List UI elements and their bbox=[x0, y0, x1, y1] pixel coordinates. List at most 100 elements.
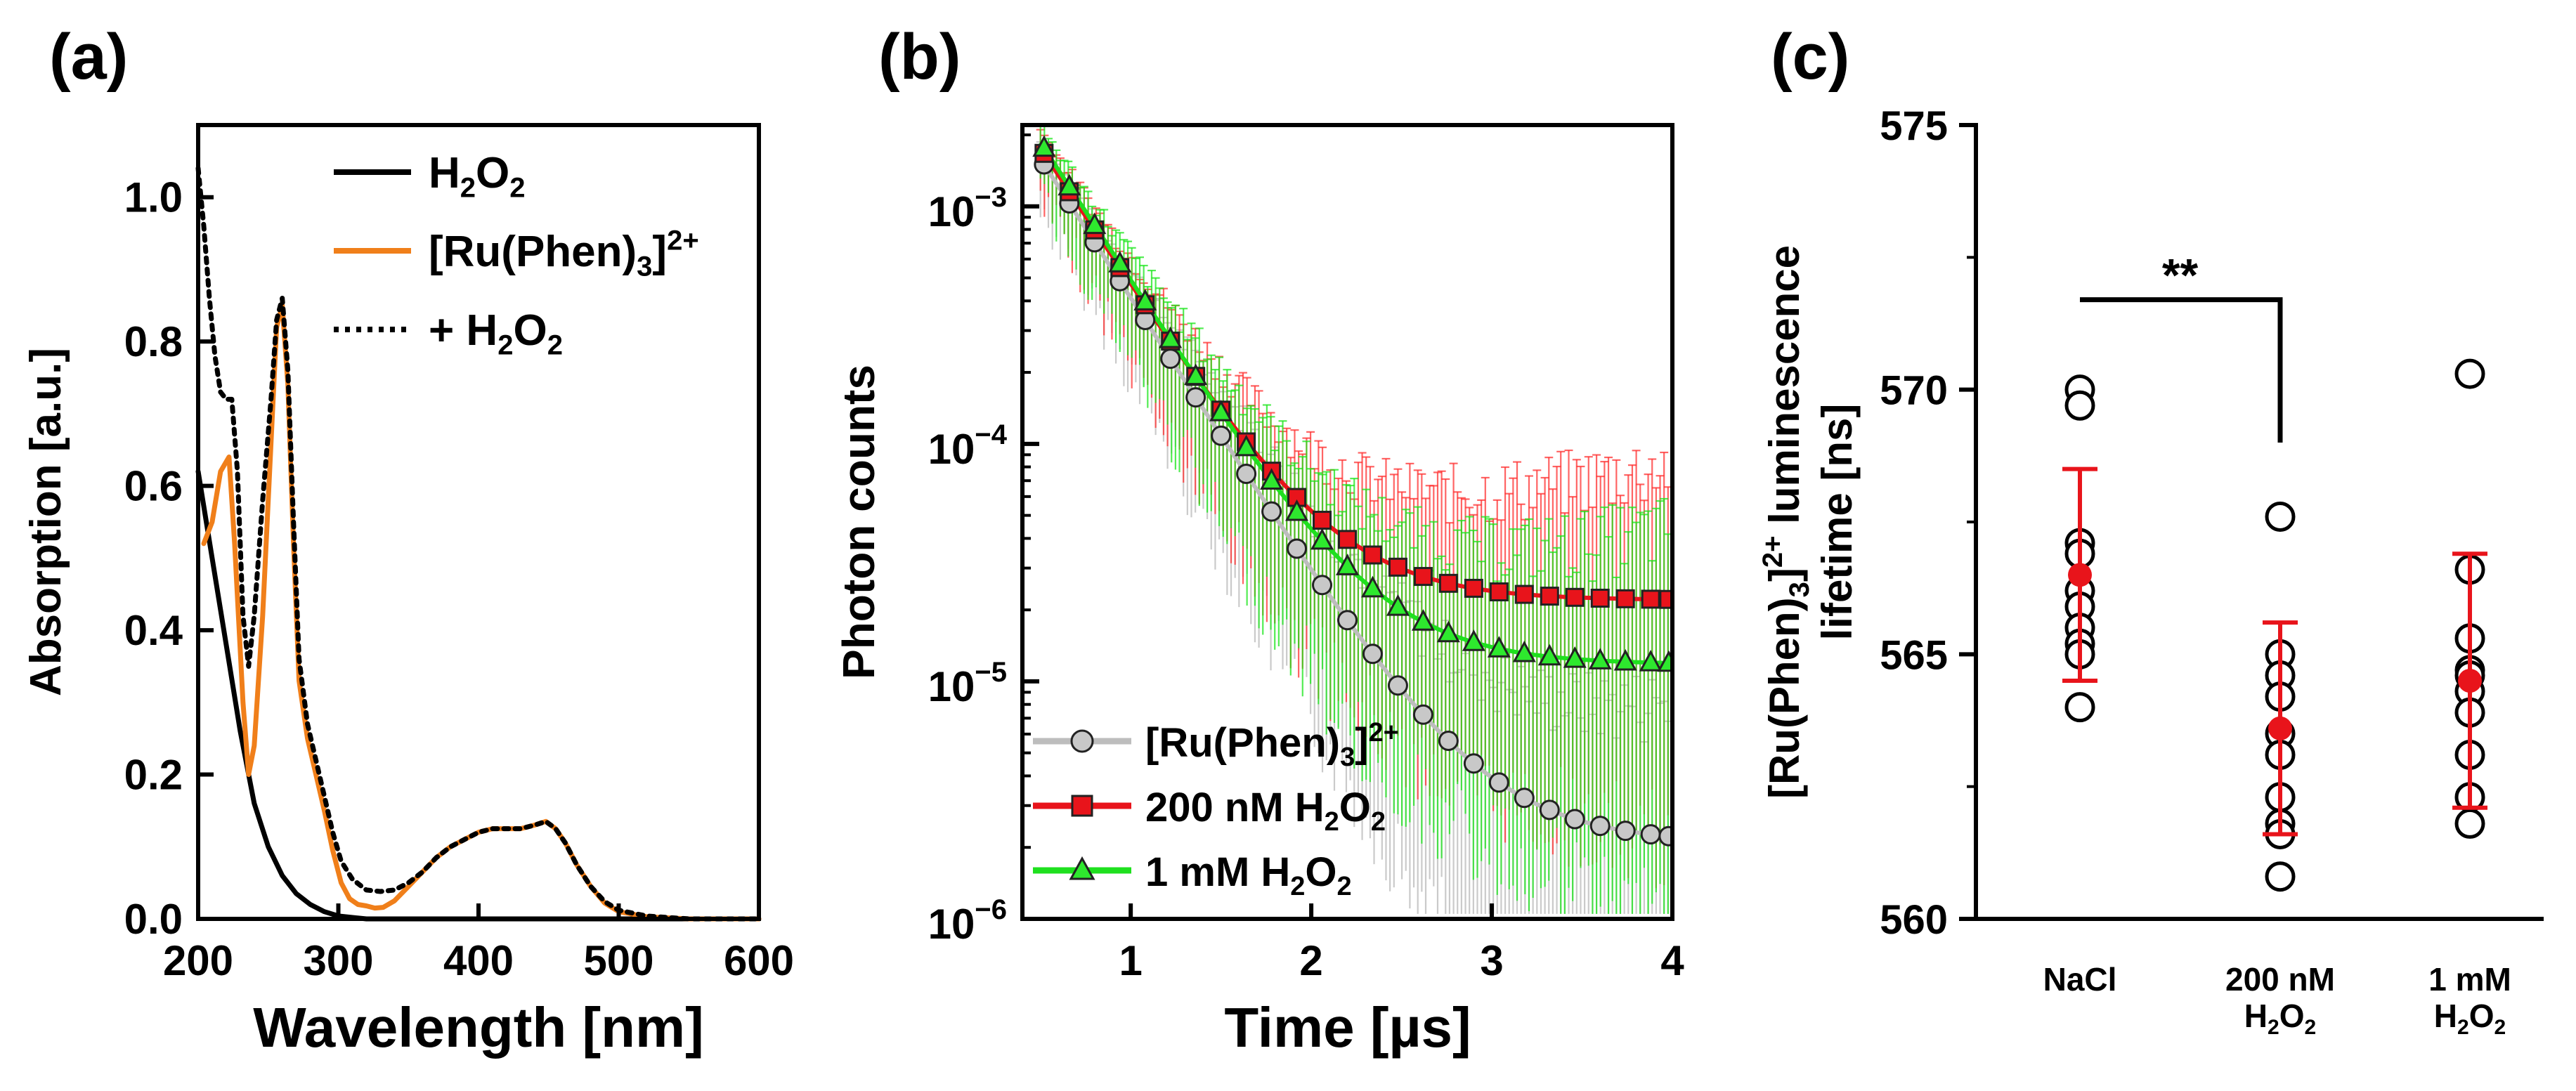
panel-b-marker-circle bbox=[1287, 538, 1308, 559]
panel-b-marker-triangle bbox=[1462, 629, 1485, 651]
panel-b-marker-triangle bbox=[1639, 649, 1663, 672]
panel-c-category-sublabel: H2O2 bbox=[2244, 998, 2316, 1039]
panel-b-marker-square bbox=[1659, 589, 1672, 609]
panel-a-legend-label-h2o2: H2O2 bbox=[429, 149, 526, 204]
panel-b-line-h1mM bbox=[1039, 141, 1665, 665]
panel-b-marker-triangle bbox=[1487, 636, 1511, 658]
panel-b-marker-square bbox=[1362, 545, 1382, 565]
panel-b-xtick-label: 2 bbox=[1299, 937, 1322, 984]
panel-b-legend-label-h1mM: 1 mM H2O2 bbox=[1145, 849, 1352, 901]
panel-c-point bbox=[2265, 501, 2296, 532]
panel-c-mean-marker bbox=[2068, 563, 2092, 587]
panel-c-significance-label: ** bbox=[2162, 249, 2199, 301]
panel-a-legend-label-ru_h2o2: + H2O2 bbox=[429, 306, 563, 361]
panel-b-marker-triangle bbox=[1335, 554, 1360, 575]
panel-a-ticks: 200 300 400 500 600 0.0 0.2 0.4 0.6 0.8 1.0 bbox=[124, 174, 794, 984]
panel-b-xtick-label: 4 bbox=[1660, 937, 1684, 984]
panel-b-marker-circle bbox=[1539, 799, 1560, 821]
panel-b-plot-area bbox=[1032, 125, 1672, 914]
panel-b-xtick-label: 1 bbox=[1119, 937, 1142, 984]
panel-b-ytick-label: 10−3 bbox=[928, 182, 1007, 235]
panel-b-marker-circle bbox=[1337, 610, 1358, 631]
panel-c-category-label: 1 mM bbox=[2428, 961, 2511, 998]
panel-a-xtick-label: 200 bbox=[163, 937, 233, 984]
panel-b-marker-square bbox=[1388, 557, 1407, 577]
panel-a-legend: H2O2 [Ru(Phen)3]2+ + H2O2 bbox=[334, 149, 699, 361]
panel-b-legend-marker-ru bbox=[1070, 729, 1094, 753]
panel-b-marker-square bbox=[1338, 530, 1357, 549]
panel-b-marker-circle bbox=[1312, 575, 1333, 596]
panel-b-ticks: 1 2 3 4 10−6 10−5 10−4 10−3 bbox=[928, 133, 1684, 984]
panel-b-legend-label-h200: 200 nM H2O2 bbox=[1145, 785, 1386, 837]
panel-b-marker-circle bbox=[1412, 704, 1433, 725]
panel-b-marker-triangle bbox=[1133, 289, 1157, 311]
panel-a-ylabel: Absorption [a.u.] bbox=[22, 348, 70, 696]
panel-c-category-sublabel: H2O2 bbox=[2434, 998, 2506, 1039]
panel-label-b: (b) bbox=[878, 21, 961, 93]
panel-label-c: (c) bbox=[1771, 21, 1849, 93]
panel-b-marker-triangle bbox=[1260, 468, 1284, 490]
panel-b-ytick-label: 10−5 bbox=[928, 657, 1007, 710]
panel-b-marker-square bbox=[1313, 511, 1332, 530]
panel-b-marker-circle bbox=[1387, 675, 1408, 696]
panel-a-ytick-label: 1.0 bbox=[124, 174, 183, 221]
panel-a-ytick-label: 0.2 bbox=[124, 752, 183, 799]
panel-a-xtick-label: 500 bbox=[583, 937, 653, 984]
panel-c-mean-marker bbox=[2458, 669, 2482, 693]
panel-a-xtick-label: 300 bbox=[303, 937, 373, 984]
panel-b-marker-triangle bbox=[1310, 528, 1334, 550]
panel-c-category-label: NaCl bbox=[2043, 961, 2117, 998]
panel-b-ytick-label: 10−4 bbox=[928, 419, 1008, 473]
panel-c-point bbox=[2064, 692, 2095, 723]
panel-b-marker-square bbox=[1464, 578, 1483, 598]
panel-b-marker-circle bbox=[1615, 821, 1636, 842]
panel-c-point bbox=[2454, 358, 2485, 389]
panel-b-marker-circle bbox=[1236, 463, 1257, 484]
panel-b-photon-counts-chart: 1 2 3 4 10−6 10−5 10−4 10−3 Time [µs] Photon co… bbox=[833, 123, 1684, 1059]
panel-b-marker-triangle bbox=[1159, 326, 1183, 348]
panel-b-marker-square bbox=[1590, 589, 1610, 608]
panel-b-marker-circle bbox=[1438, 730, 1459, 751]
panel-b-axes-frame bbox=[1020, 123, 1674, 921]
panel-b-marker-triangle bbox=[1386, 594, 1410, 616]
panel-a-curve-h2o2 bbox=[195, 469, 762, 922]
panel-b-marker-triangle bbox=[1436, 620, 1460, 643]
panel-b-xlabel: Time [µs] bbox=[1224, 996, 1471, 1059]
panel-b-marker-square bbox=[1489, 582, 1509, 601]
panel-b-marker-circle bbox=[1658, 825, 1672, 847]
panel-c-ylabel-line2: lifetime [ns] bbox=[1814, 404, 1861, 641]
panel-a-curve-ru_h2o2 bbox=[195, 166, 762, 922]
panel-b-marker-circle bbox=[1185, 387, 1206, 408]
panel-b-markers-h1mM bbox=[1032, 135, 1672, 672]
panel-c-point bbox=[2454, 808, 2485, 839]
panel-b-marker-triangle bbox=[1657, 650, 1672, 672]
panel-b-marker-circle bbox=[1488, 772, 1509, 793]
panel-c-ylabel-line1: [Ru(Phen)3]2+ luminescence bbox=[1757, 245, 1815, 799]
panel-b-marker-circle bbox=[1640, 824, 1661, 845]
panel-a-ytick-label: 0.0 bbox=[124, 896, 183, 943]
panel-b-series bbox=[1032, 125, 1672, 914]
panel-c-ytick-label: 560 bbox=[1880, 897, 1948, 943]
panel-b-marker-triangle bbox=[1512, 640, 1536, 662]
panel-c-ytick-label: 565 bbox=[1880, 632, 1948, 678]
panel-b-marker-square bbox=[1413, 567, 1433, 587]
panel-b-legend-marker-h200 bbox=[1071, 795, 1093, 817]
panel-b-marker-triangle bbox=[1537, 644, 1561, 666]
panel-b-marker-circle bbox=[1463, 753, 1484, 774]
panel-b-marker-triangle bbox=[1032, 135, 1056, 157]
panel-b-marker-circle bbox=[1589, 816, 1611, 837]
panel-c-point bbox=[2064, 390, 2095, 421]
panel-b-marker-triangle bbox=[1235, 434, 1258, 457]
panel-b-ylabel: Photon counts bbox=[833, 365, 884, 679]
panel-b-marker-triangle bbox=[1058, 174, 1081, 196]
panel-c-ytick-label: 575 bbox=[1880, 103, 1948, 149]
panel-c-mean-marker bbox=[2268, 716, 2292, 740]
panel-b-marker-triangle bbox=[1108, 251, 1132, 273]
panel-a-xtick-label: 400 bbox=[443, 937, 514, 984]
panel-b-marker-triangle bbox=[1411, 609, 1435, 631]
panel-a-xtick-label: 600 bbox=[724, 937, 794, 984]
panel-b-xtick-label: 3 bbox=[1480, 937, 1503, 984]
panel-b-marker-triangle bbox=[1184, 363, 1208, 386]
